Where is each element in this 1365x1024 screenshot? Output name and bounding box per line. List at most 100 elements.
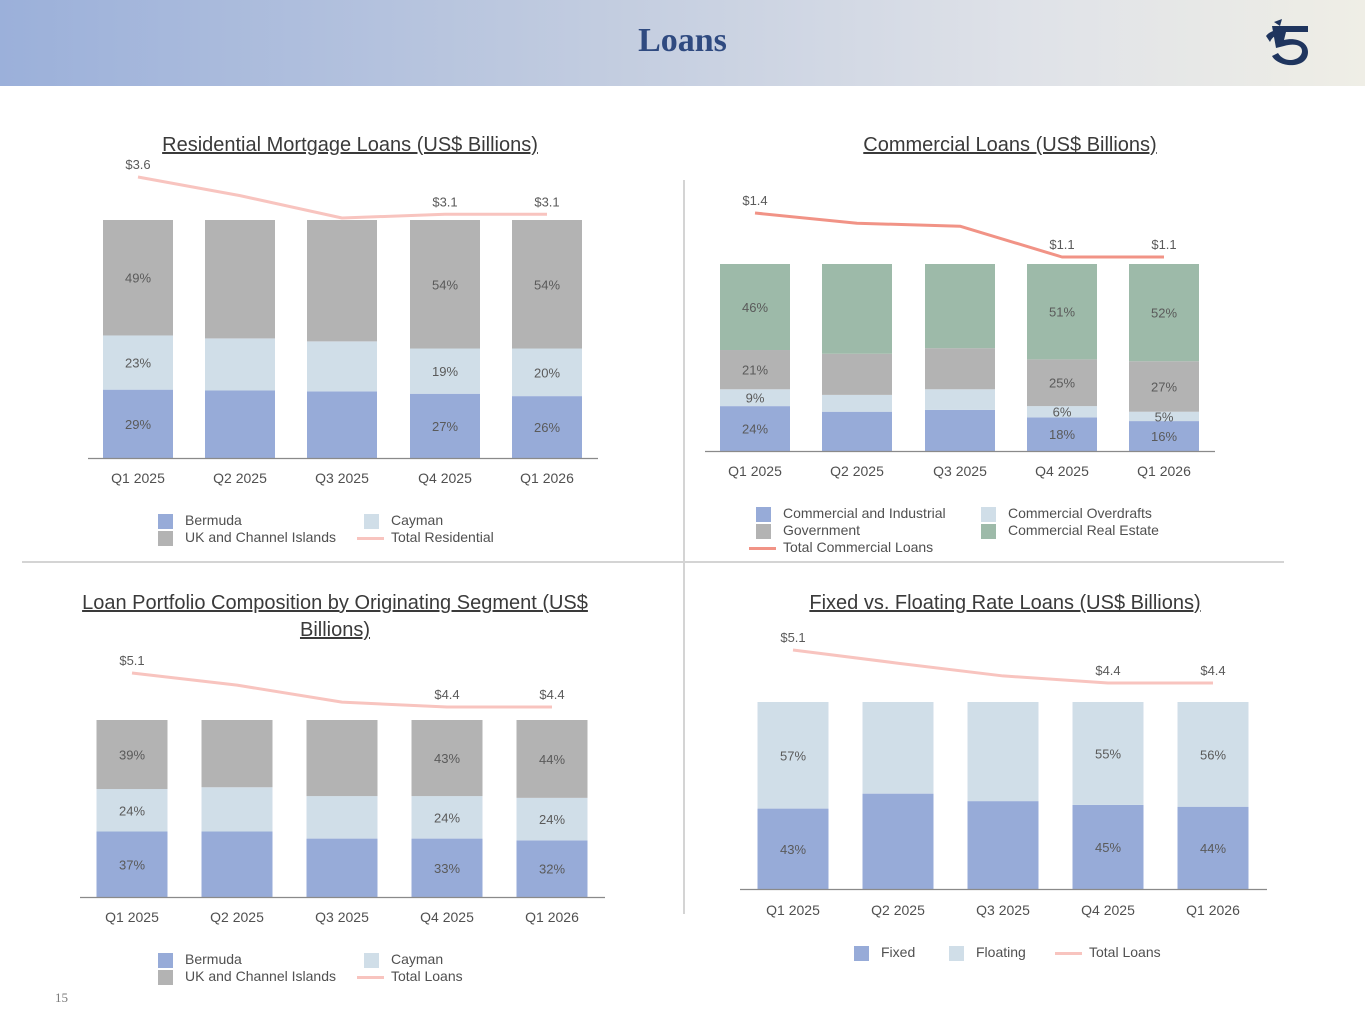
bar-segment-commercial-overdrafts bbox=[1129, 411, 1199, 422]
legend-label: Bermuda bbox=[185, 951, 242, 967]
bar-data-label: 24% bbox=[119, 803, 145, 818]
legend-swatch bbox=[949, 945, 964, 961]
legend-swatch bbox=[854, 945, 869, 961]
bar-segment-commercial-and-industrial bbox=[720, 406, 790, 451]
legend-item-uk: UK and Channel Islands bbox=[158, 968, 336, 985]
line-data-label: $4.4 bbox=[539, 687, 564, 702]
bar-segment-bermuda bbox=[306, 838, 378, 897]
bar-segment-uk-and-channel-islands bbox=[103, 220, 173, 336]
bar-data-label: 23% bbox=[125, 356, 151, 371]
header-banner: Loans bbox=[0, 0, 1365, 86]
total-line-series bbox=[792, 648, 1213, 685]
composition-chart-title: Loan Portfolio Composition by Originatin… bbox=[82, 592, 588, 641]
bar-segment-fixed bbox=[1072, 804, 1144, 889]
bar-segment-cayman bbox=[103, 335, 173, 390]
legend-swatch bbox=[364, 513, 379, 529]
bar-data-label: 16% bbox=[1151, 429, 1177, 444]
bar-segment-government bbox=[1027, 359, 1097, 407]
bar-data-label: 56% bbox=[1200, 747, 1226, 762]
bar-segment-uk-and-channel-islands bbox=[306, 720, 378, 797]
x-axis-tick-label: Q3 2025 bbox=[976, 902, 1030, 918]
legend-label: Commercial Real Estate bbox=[1008, 522, 1159, 538]
bar-segment-bermuda bbox=[103, 389, 173, 458]
x-axis-tick-label: Q4 2025 bbox=[420, 909, 474, 925]
line-data-label: $3.1 bbox=[534, 194, 559, 209]
legend-swatch bbox=[158, 513, 173, 529]
bar-data-label: 45% bbox=[1095, 840, 1121, 855]
legend-label: Total Loans bbox=[391, 968, 463, 984]
legend-item-total-loans: Total Loans bbox=[357, 968, 463, 985]
x-axis-tick-label: Q2 2025 bbox=[213, 470, 267, 486]
bar-segment-uk-and-channel-islands bbox=[516, 720, 588, 798]
bar-data-label: 44% bbox=[1200, 841, 1226, 856]
bar-segment-bermuda bbox=[201, 831, 273, 897]
legend-item-fixed: Fixed bbox=[854, 944, 915, 961]
bar-segment-cayman bbox=[201, 787, 273, 832]
bar-segment-fixed bbox=[757, 808, 829, 889]
bar-data-label: 6% bbox=[1053, 405, 1072, 420]
bar-data-label: 24% bbox=[434, 810, 460, 825]
legend-swatch bbox=[158, 952, 173, 968]
total-line-series bbox=[137, 175, 547, 220]
x-axis-tick-label: Q1 2025 bbox=[766, 902, 820, 918]
bar-segment-uk-and-channel-islands bbox=[307, 220, 377, 342]
line-data-label: $1.1 bbox=[1151, 237, 1176, 252]
page-title: Loans bbox=[638, 22, 727, 59]
company-logo bbox=[1266, 19, 1308, 66]
x-axis-tick-label: Q2 2025 bbox=[871, 902, 925, 918]
line-data-label: $3.1 bbox=[432, 194, 457, 209]
x-axis-tick-label: Q3 2025 bbox=[315, 470, 369, 486]
legend-label: Commercial Overdrafts bbox=[1008, 505, 1152, 521]
bar-data-label: 24% bbox=[539, 812, 565, 827]
bar-segment-government bbox=[822, 353, 892, 395]
bar-data-label: 20% bbox=[534, 365, 560, 380]
legend-line-swatch bbox=[357, 975, 384, 979]
bar-segment-government bbox=[720, 350, 790, 390]
bar-segment-bermuda bbox=[96, 831, 168, 897]
legend-item-total-loans: Total Loans bbox=[1055, 944, 1161, 961]
bar-segment-fixed bbox=[862, 793, 934, 889]
total-line-series bbox=[754, 211, 1164, 259]
line-data-label: $5.1 bbox=[119, 653, 144, 668]
bar-segment-commercial-overdrafts bbox=[720, 389, 790, 407]
bar-data-label: 9% bbox=[746, 391, 765, 406]
x-axis-tick-label: Q1 2026 bbox=[525, 909, 579, 925]
bar-data-label: 18% bbox=[1049, 427, 1075, 442]
bar-data-label: 54% bbox=[432, 277, 458, 292]
page-number: 15 bbox=[55, 990, 68, 1005]
bar-segment-commercial-real-estate bbox=[925, 264, 995, 349]
commercial-chart-title: Commercial Loans (US$ Billions) bbox=[863, 134, 1157, 156]
bar-segment-commercial-overdrafts bbox=[925, 389, 995, 410]
bar-segment-commercial-and-industrial bbox=[1027, 417, 1097, 451]
bar-data-label: 32% bbox=[539, 862, 565, 877]
line-data-label: $4.4 bbox=[434, 687, 459, 702]
legend-label: Cayman bbox=[391, 512, 444, 528]
bar-segment-bermuda bbox=[512, 396, 582, 458]
bar-segment-cayman bbox=[205, 338, 275, 391]
bar-data-label: 37% bbox=[119, 857, 145, 872]
legend-line-swatch bbox=[749, 546, 776, 550]
bar-segment-floating bbox=[967, 702, 1039, 802]
bar-data-label: 33% bbox=[434, 861, 460, 876]
x-axis-tick-label: Q4 2025 bbox=[1081, 902, 1135, 918]
bar-data-label: 43% bbox=[780, 842, 806, 857]
bar-segment-cayman bbox=[96, 789, 168, 832]
legend-label: Total Residential bbox=[391, 529, 494, 545]
legend-line-swatch bbox=[357, 536, 384, 540]
bar-data-label: 57% bbox=[780, 748, 806, 763]
legend-line-swatch bbox=[1055, 951, 1082, 955]
bar-data-label: 27% bbox=[432, 419, 458, 434]
bar-data-label: 55% bbox=[1095, 746, 1121, 761]
legend-item-government: Government bbox=[756, 522, 860, 539]
legend-item-commercial-real-estate: Commercial Real Estate bbox=[981, 522, 1159, 539]
bar-segment-uk-and-channel-islands bbox=[201, 720, 273, 788]
legend-label: Government bbox=[783, 522, 861, 538]
bar-data-label: 49% bbox=[125, 271, 151, 286]
legend-item-commercial-industrial: Commercial and Industrial bbox=[756, 505, 946, 522]
bar-data-label: 21% bbox=[742, 363, 768, 378]
x-axis-tick-label: Q1 2026 bbox=[1137, 463, 1191, 479]
bar-data-label: 51% bbox=[1049, 305, 1075, 320]
bar-segment-cayman bbox=[410, 348, 480, 394]
